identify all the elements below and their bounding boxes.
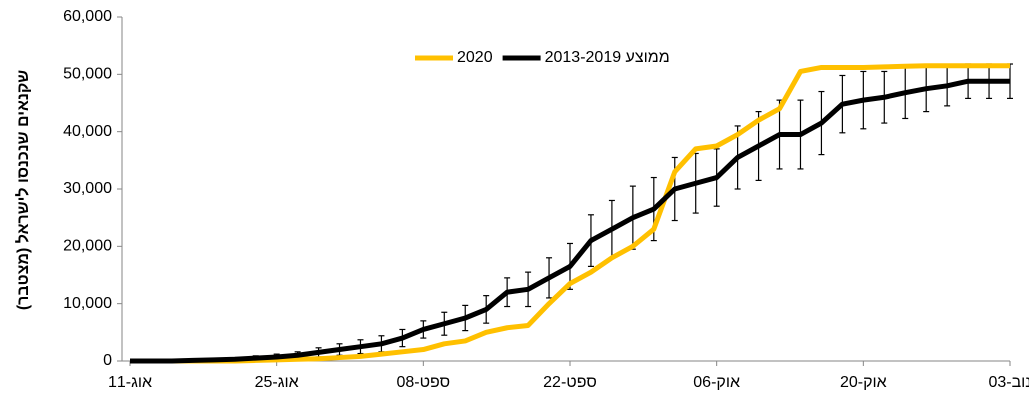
x-tick-label: 03-נוב <box>988 374 1029 391</box>
y-tick-label: 20,000 <box>63 238 112 255</box>
y-tick-label: 30,000 <box>63 180 112 197</box>
x-tick-label: 08-ספט <box>396 374 450 391</box>
y-tick-label: 50,000 <box>63 66 112 83</box>
x-tick-label: 22-ספט <box>543 374 597 391</box>
y-axis-label: שקנאים שנכנסו לישראל (מצטבר) <box>14 70 32 310</box>
y-tick-label: 0 <box>103 352 112 369</box>
x-tick-label: 20-אוק <box>840 374 887 391</box>
x-tick-label: 25-אוג <box>255 374 299 391</box>
y-tick-label: 10,000 <box>63 295 112 312</box>
series-line <box>130 63 1010 364</box>
legend-label: 2020 <box>457 49 493 66</box>
y-tick-label: 40,000 <box>63 123 112 140</box>
x-tick-label: 06-אוק <box>693 374 740 391</box>
series-line <box>130 78 1010 364</box>
x-tick-label: 11-אוג <box>108 374 152 391</box>
y-tick-label: 60,000 <box>63 8 112 25</box>
legend-label: ממוצע 2013-2019 <box>545 49 670 66</box>
